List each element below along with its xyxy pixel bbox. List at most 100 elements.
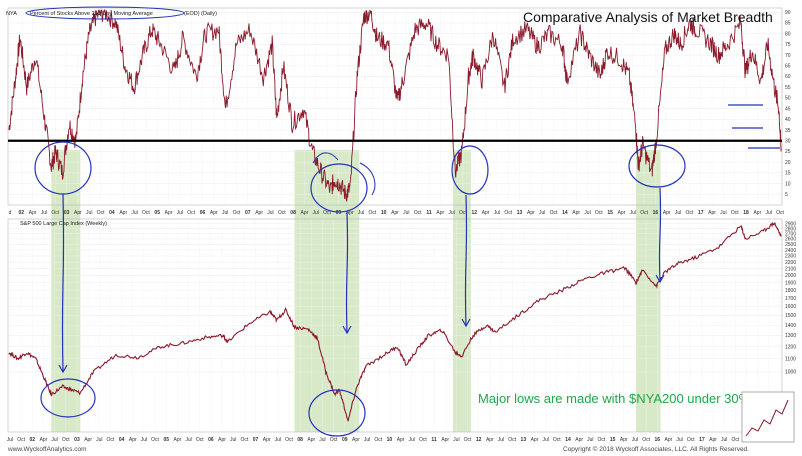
x-tick-label: Oct — [97, 210, 105, 216]
x-tick-label: 15 — [607, 210, 613, 216]
x-tick-label: Oct — [414, 210, 422, 216]
logo-thumbnail — [741, 391, 795, 443]
x-tick-label: Apr — [436, 210, 444, 216]
x-tick-label: Jul — [222, 210, 228, 216]
y-tick-label: 60 — [785, 74, 791, 80]
x-tick-label: Apr — [210, 210, 218, 216]
x-tick-label: Jul — [494, 210, 500, 216]
y-tick-label: 1700 — [785, 296, 796, 302]
circle-annotation — [308, 389, 366, 437]
y-tick-label: 80 — [785, 31, 791, 37]
x-tick-label: Oct — [368, 210, 376, 216]
x-tick-label: 07 — [253, 437, 259, 443]
x-tick-label: Apr — [663, 210, 671, 216]
x-tick-label: 08 — [290, 210, 296, 216]
x-tick-label: Apr — [486, 437, 494, 443]
x-tick-label: 17 — [698, 210, 704, 216]
x-tick-label: 10 — [381, 210, 387, 216]
price-series — [8, 9, 782, 422]
y-tick-label: 5 — [785, 192, 788, 198]
top-panel-header-label: Percent of Stocks Above 200 Day Moving A… — [30, 11, 153, 17]
x-tick-label: 11 — [426, 210, 432, 216]
x-tick-label: Apr — [29, 210, 37, 216]
y-tick-label: 2400 — [785, 248, 796, 254]
x-tick-label: Jul — [86, 210, 92, 216]
x-tick-label: Oct — [323, 210, 331, 216]
x-tick-label: Oct — [62, 437, 70, 443]
x-tick-label: Oct — [731, 437, 739, 443]
top-panel-header-suffix: (EOD) (Daily) — [184, 11, 217, 17]
x-tick-label: Jul — [542, 437, 548, 443]
x-tick-label: Apr — [165, 210, 173, 216]
x-tick-label: Apr — [352, 437, 360, 443]
x-tick-label: Oct — [687, 437, 695, 443]
x-tick-label: Jul — [7, 437, 13, 443]
x-tick-label: Jul — [358, 210, 364, 216]
x-tick-label: Jul — [230, 437, 236, 443]
y-tick-label: 55 — [785, 85, 791, 91]
x-tick-label: Apr — [174, 437, 182, 443]
x-tick-label: Oct — [640, 210, 648, 216]
x-tick-label: Jul — [720, 210, 726, 216]
x-tick-label: Apr — [620, 437, 628, 443]
x-tick-label: 04 — [109, 210, 115, 216]
x-tick-label: Oct — [17, 437, 25, 443]
x-tick-label: 05 — [163, 437, 169, 443]
panel-frame — [7, 7, 783, 206]
x-tick-label: Apr — [218, 437, 226, 443]
curve-annotation — [312, 152, 339, 164]
x-tick-label: Jul — [448, 210, 454, 216]
x-tick-label: Oct — [419, 437, 427, 443]
x-tick-label: 10 — [387, 437, 393, 443]
y-tick-label: 2200 — [785, 260, 796, 266]
x-tick-label: Apr — [708, 210, 716, 216]
x-tick-label: 12 — [471, 210, 477, 216]
x-tick-label: 14 — [562, 210, 568, 216]
x-tick-label: d — [9, 210, 12, 216]
arrow-annotation — [61, 193, 65, 373]
curve-annotation — [359, 162, 376, 196]
x-tick-label: Jul — [498, 437, 504, 443]
x-tick-label: Jul — [765, 210, 771, 216]
circle-annotation — [451, 145, 489, 195]
x-tick-label: Oct — [107, 437, 115, 443]
chart-title: Comparative Analysis of Market Breadth — [523, 9, 773, 25]
y-tick-label: 45 — [785, 106, 791, 112]
y-tick-label: 70 — [785, 53, 791, 59]
x-tick-label: Oct — [459, 210, 467, 216]
x-tick-label: Oct — [642, 437, 650, 443]
y-tick-label: 2900 — [785, 221, 796, 227]
x-tick-label: Oct — [550, 210, 558, 216]
callout-text: Major lows are made with $NYA200 under 3… — [478, 391, 751, 406]
x-tick-label: Jul — [96, 437, 102, 443]
y-tick-label: 1100 — [785, 356, 796, 362]
arrow-annotation-head — [461, 318, 471, 328]
x-tick-label: 06 — [208, 437, 214, 443]
x-tick-label: Oct — [285, 437, 293, 443]
x-tick-label: Apr — [301, 210, 309, 216]
footer-copyright: Copyright © 2018 Wyckoff Associates, LLC… — [563, 445, 749, 453]
y-tick-label: 40 — [785, 117, 791, 123]
x-tick-label: Apr — [572, 210, 580, 216]
x-tick-label: 03 — [64, 210, 70, 216]
y-tick-label: 1600 — [785, 304, 796, 310]
x-tick-label: Jul — [51, 437, 57, 443]
x-tick-label: Oct — [508, 437, 516, 443]
y-tick-label: 75 — [785, 42, 791, 48]
x-tick-label: Oct — [330, 437, 338, 443]
x-tick-label: 16 — [653, 210, 659, 216]
x-tick-label: 13 — [517, 210, 523, 216]
x-tick-label: Apr — [346, 210, 354, 216]
x-tick-label: Apr — [129, 437, 137, 443]
y-tick-label: 10 — [785, 181, 791, 187]
arrow-annotation — [345, 211, 349, 334]
x-tick-label: Jul — [675, 210, 681, 216]
x-tick-label: 02 — [19, 210, 25, 216]
x-tick-label: Jul — [453, 437, 459, 443]
x-tick-label: Apr — [84, 437, 92, 443]
x-tick-label: Apr — [441, 437, 449, 443]
x-tick-label: 08 — [297, 437, 303, 443]
x-tick-label: Jul — [587, 437, 593, 443]
x-tick-label: Oct — [374, 437, 382, 443]
